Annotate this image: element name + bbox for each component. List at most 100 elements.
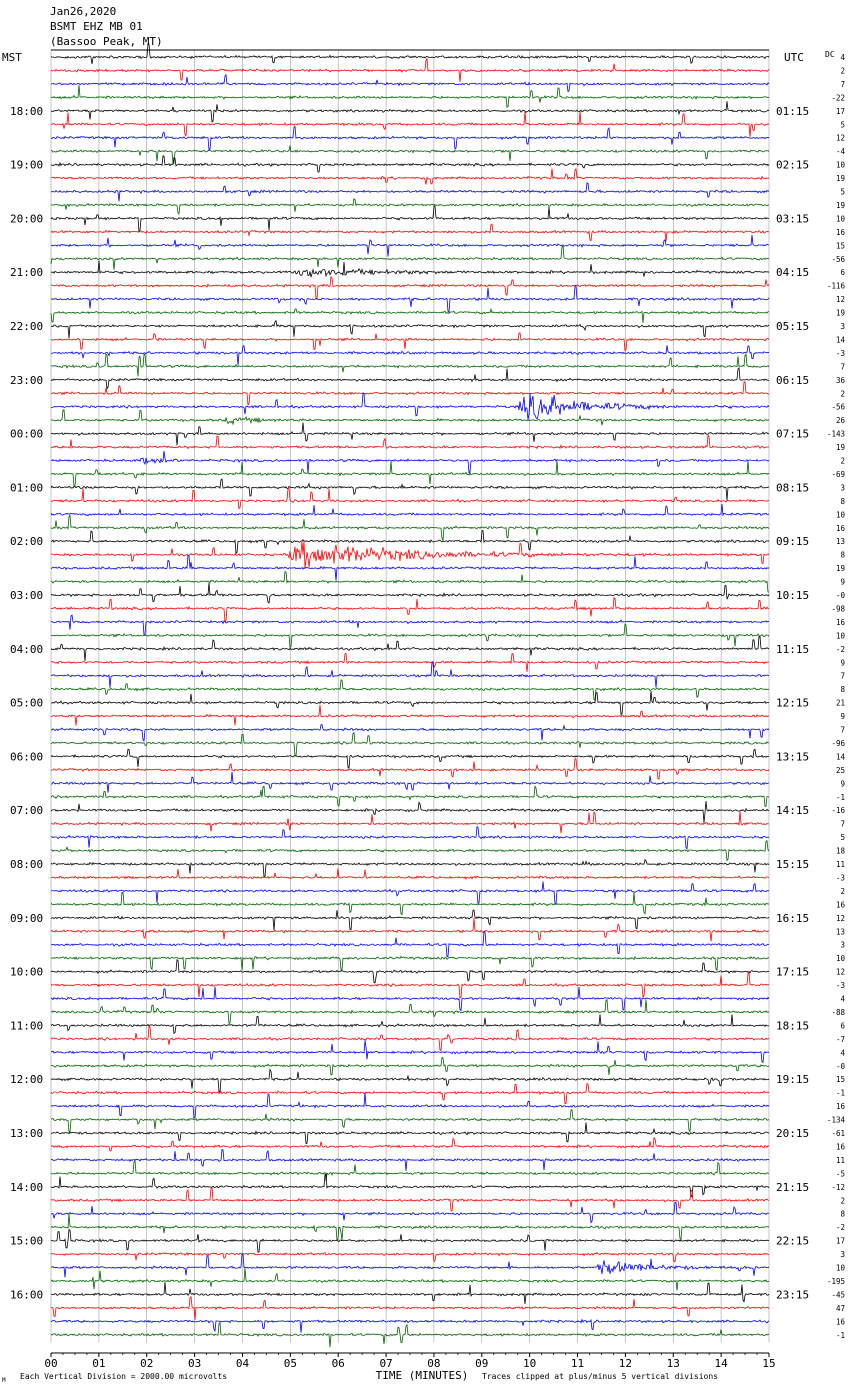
trace-38 <box>50 554 770 581</box>
time-axis: 00 01 02 03 04 05 06 07 08 09 10 11 12 13 14 15 <box>44 1352 776 1370</box>
trace-27 <box>50 409 770 426</box>
x-tick-label: 01 <box>92 1357 105 1370</box>
right-hour-label: 08:15 <box>776 481 809 494</box>
dc-offset-label: -1 <box>836 1331 845 1340</box>
x-tick-label: 03 <box>188 1357 201 1370</box>
dc-offset-label: 7 <box>840 726 845 735</box>
x-tick-label: 06 <box>332 1357 345 1370</box>
dc-offset-label: 25 <box>836 766 845 775</box>
dc-column-label: DC <box>825 50 835 59</box>
right-hour-label: 19:15 <box>776 1073 809 1086</box>
trace-80 <box>50 1122 770 1144</box>
trace-87 <box>50 1213 770 1241</box>
trace-46 <box>50 661 770 688</box>
dc-offset-label: 13 <box>836 537 845 546</box>
dc-offset-label: 7 <box>840 362 845 371</box>
trace-33 <box>50 486 770 510</box>
trace-22 <box>50 345 770 366</box>
left-hour-label: 06:00 <box>10 750 43 763</box>
x-tick-label: 00 <box>44 1357 57 1370</box>
dc-offset-label: 21 <box>836 699 845 708</box>
left-hour-label: 11:00 <box>10 1019 43 1032</box>
left-hour-label: 16:00 <box>10 1288 43 1301</box>
trace-28 <box>50 422 770 446</box>
trace-43 <box>50 623 770 649</box>
trace-61 <box>50 868 770 880</box>
trace-30 <box>50 450 770 474</box>
trace-2 <box>50 73 770 92</box>
dc-offset-label: 16 <box>836 524 846 533</box>
dc-offset-label: -134 <box>827 1116 846 1125</box>
dc-offset-label: 6 <box>840 268 845 277</box>
hour-labels: 18:00 19:00 20:00 21:00 22:00 23:00 00:00 01:00… <box>10 105 809 1302</box>
dc-offset-label: 7 <box>840 80 845 89</box>
left-hour-label: 02:00 <box>10 535 43 548</box>
trace-15 <box>50 244 770 270</box>
right-hour-label: 11:15 <box>776 643 809 656</box>
dc-offset-label: 2 <box>840 389 845 398</box>
dc-offset-label: -0 <box>836 1062 846 1071</box>
left-hour-label: 10:00 <box>10 966 43 979</box>
dc-offset-label: 13 <box>836 927 845 936</box>
trace-81 <box>50 1136 770 1152</box>
trace-57 <box>50 811 769 834</box>
trace-89 <box>50 1251 770 1263</box>
dc-offset-label: 16 <box>836 900 846 909</box>
trace-25 <box>50 381 770 406</box>
x-tick-label: 04 <box>236 1357 250 1370</box>
left-hour-label: 15:00 <box>10 1235 43 1248</box>
dc-offset-label: 16 <box>836 228 846 237</box>
dc-offset-label: 10 <box>836 161 846 170</box>
dc-offset-label: 9 <box>840 779 845 788</box>
dc-offset-label: 36 <box>836 376 846 385</box>
chart-date: Jan26,2020 <box>50 5 117 18</box>
trace-94 <box>50 1318 770 1333</box>
dc-offset-label: 8 <box>840 497 845 506</box>
corner-mark: M <box>2 1377 6 1384</box>
dc-offset-label: 11 <box>836 1156 845 1165</box>
left-hour-label: 13:00 <box>10 1127 43 1140</box>
right-hour-label: 18:15 <box>776 1019 809 1032</box>
dc-offset-label: -2 <box>836 1223 845 1232</box>
dc-offset-label: 9 <box>840 658 845 667</box>
right-hour-label: 10:15 <box>776 589 809 602</box>
trace-26 <box>51 392 770 420</box>
trace-3 <box>50 85 770 108</box>
trace-84 <box>50 1173 770 1198</box>
trace-95 <box>50 1321 770 1348</box>
trace-8 <box>50 155 770 173</box>
right-hour-label: 04:15 <box>776 266 809 279</box>
trace-71 <box>50 998 770 1024</box>
dc-offset-label: 7 <box>840 820 845 829</box>
x-tick-label: 13 <box>667 1357 680 1370</box>
trace-49 <box>50 704 770 726</box>
dc-offset-label: 7 <box>840 672 845 681</box>
trace-45 <box>50 652 770 672</box>
dc-offset-label: 16 <box>836 1102 846 1111</box>
dc-offset-label: -98 <box>831 604 845 613</box>
trace-62 <box>50 881 770 905</box>
right-hour-label: 05:15 <box>776 320 809 333</box>
dc-offset-label: 5 <box>840 120 845 129</box>
dc-offset-label: 10 <box>836 954 846 963</box>
trace-31 <box>50 460 770 488</box>
trace-72 <box>50 1014 770 1034</box>
dc-offset-label: 18 <box>836 847 846 856</box>
dc-offset-label: 2 <box>840 67 845 76</box>
trace-64 <box>50 909 770 931</box>
dc-offset-label: 12 <box>836 295 845 304</box>
dc-offset-label: 16 <box>836 618 846 627</box>
x-tick-label: 07 <box>379 1357 392 1370</box>
dc-offset-label: 6 <box>840 1021 845 1030</box>
left-hour-label: 21:00 <box>10 266 43 279</box>
x-tick-label: 12 <box>619 1357 632 1370</box>
dc-offset-label: -69 <box>831 470 845 479</box>
trace-51 <box>50 731 769 757</box>
left-hour-label: 09:00 <box>10 912 43 925</box>
trace-37 <box>51 541 770 569</box>
trace-60 <box>50 859 770 878</box>
trace-42 <box>50 614 770 636</box>
trace-24 <box>50 366 770 390</box>
x-tick-label: 10 <box>523 1357 536 1370</box>
